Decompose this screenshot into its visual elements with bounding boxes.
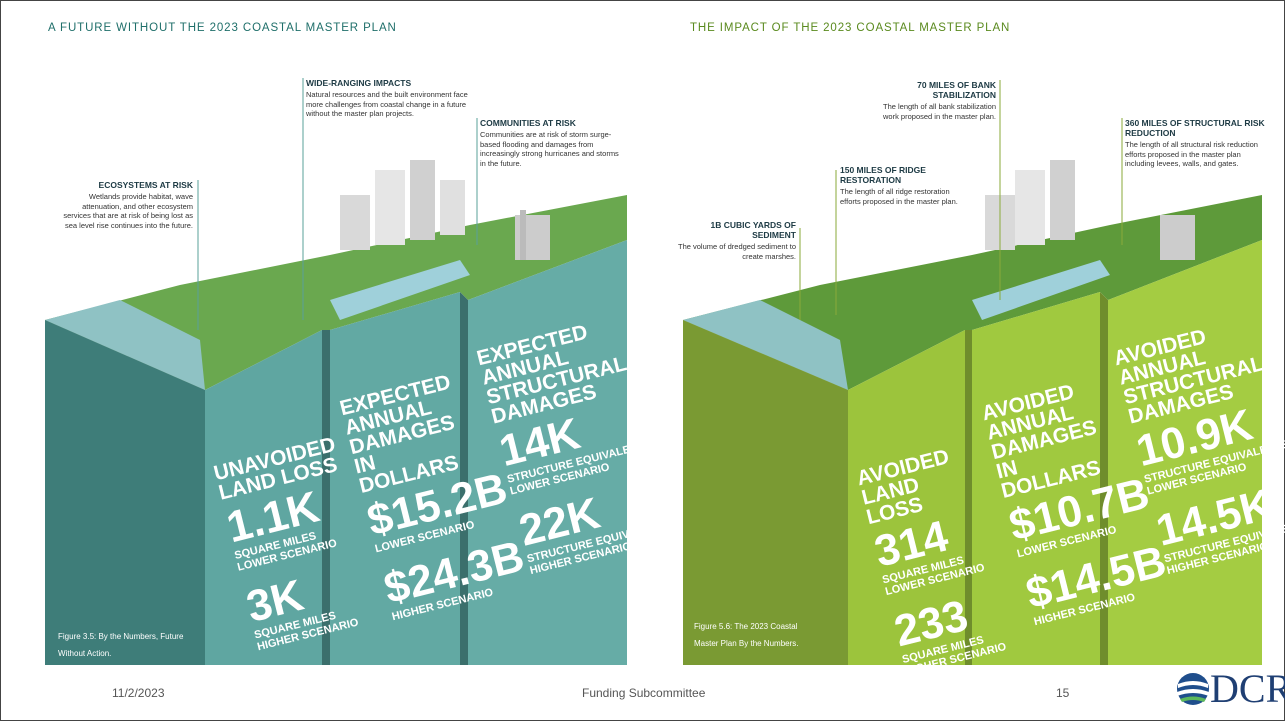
callout-body: Wetlands provide habitat, wave attenuati…: [58, 192, 193, 230]
footer-date: 11/2/2023: [112, 686, 165, 700]
figure-caption: Figure 5.6: The 2023 Coastal Master Plan…: [694, 618, 814, 652]
callout-body: Communities are at risk of storm surge-b…: [480, 130, 620, 168]
footer-page: 15: [1056, 686, 1069, 700]
callout: ECOSYSTEMS AT RISK Wetlands provide habit…: [58, 180, 193, 230]
slide: A FUTURE WITHOUT THE 2023 COASTAL MASTER…: [0, 0, 1285, 721]
callout: 1B CUBIC YARDS OF SEDIMENT The volume of …: [678, 220, 796, 261]
figure-caption: Figure 3.5: By the Numbers, Future Witho…: [58, 628, 198, 662]
callout-heading: ECOSYSTEMS AT RISK: [58, 180, 193, 190]
callout-body: The length of all bank stabilization wor…: [868, 102, 996, 121]
callout-heading: 70 MILES OF BANK STABILIZATION: [868, 80, 996, 100]
callout: WIDE-RANGING IMPACTS Natural resources an…: [306, 78, 476, 119]
panel-title: THE IMPACT OF THE 2023 COASTAL MASTER PL…: [690, 22, 1010, 34]
callout-body: Natural resources and the built environm…: [306, 90, 476, 119]
callout-heading: 360 MILES OF STRUCTURAL RISK REDUCTION: [1125, 118, 1265, 138]
footer-center: Funding Subcommittee: [582, 686, 705, 700]
callout-heading: 1B CUBIC YARDS OF SEDIMENT: [678, 220, 796, 240]
callout-body: The length of all ridge restoration effo…: [840, 187, 970, 206]
logo-mark: [1177, 673, 1209, 705]
callout: COMMUNITIES AT RISK Communities are at ri…: [480, 118, 620, 168]
callout-heading: WIDE-RANGING IMPACTS: [306, 78, 476, 88]
callout-heading: COMMUNITIES AT RISK: [480, 118, 620, 128]
panel-title: A FUTURE WITHOUT THE 2023 COASTAL MASTER…: [48, 22, 397, 34]
callout-body: The length of all structural risk reduct…: [1125, 140, 1265, 169]
callout-heading: 150 MILES OF RIDGE RESTORATION: [840, 165, 970, 185]
callout-body: The volume of dredged sediment to create…: [678, 242, 796, 261]
callout: 70 MILES OF BANK STABILIZATION The length…: [868, 80, 996, 121]
logo-text: DCR: [1210, 668, 1285, 710]
callout: 150 MILES OF RIDGE RESTORATION The length…: [840, 165, 970, 206]
